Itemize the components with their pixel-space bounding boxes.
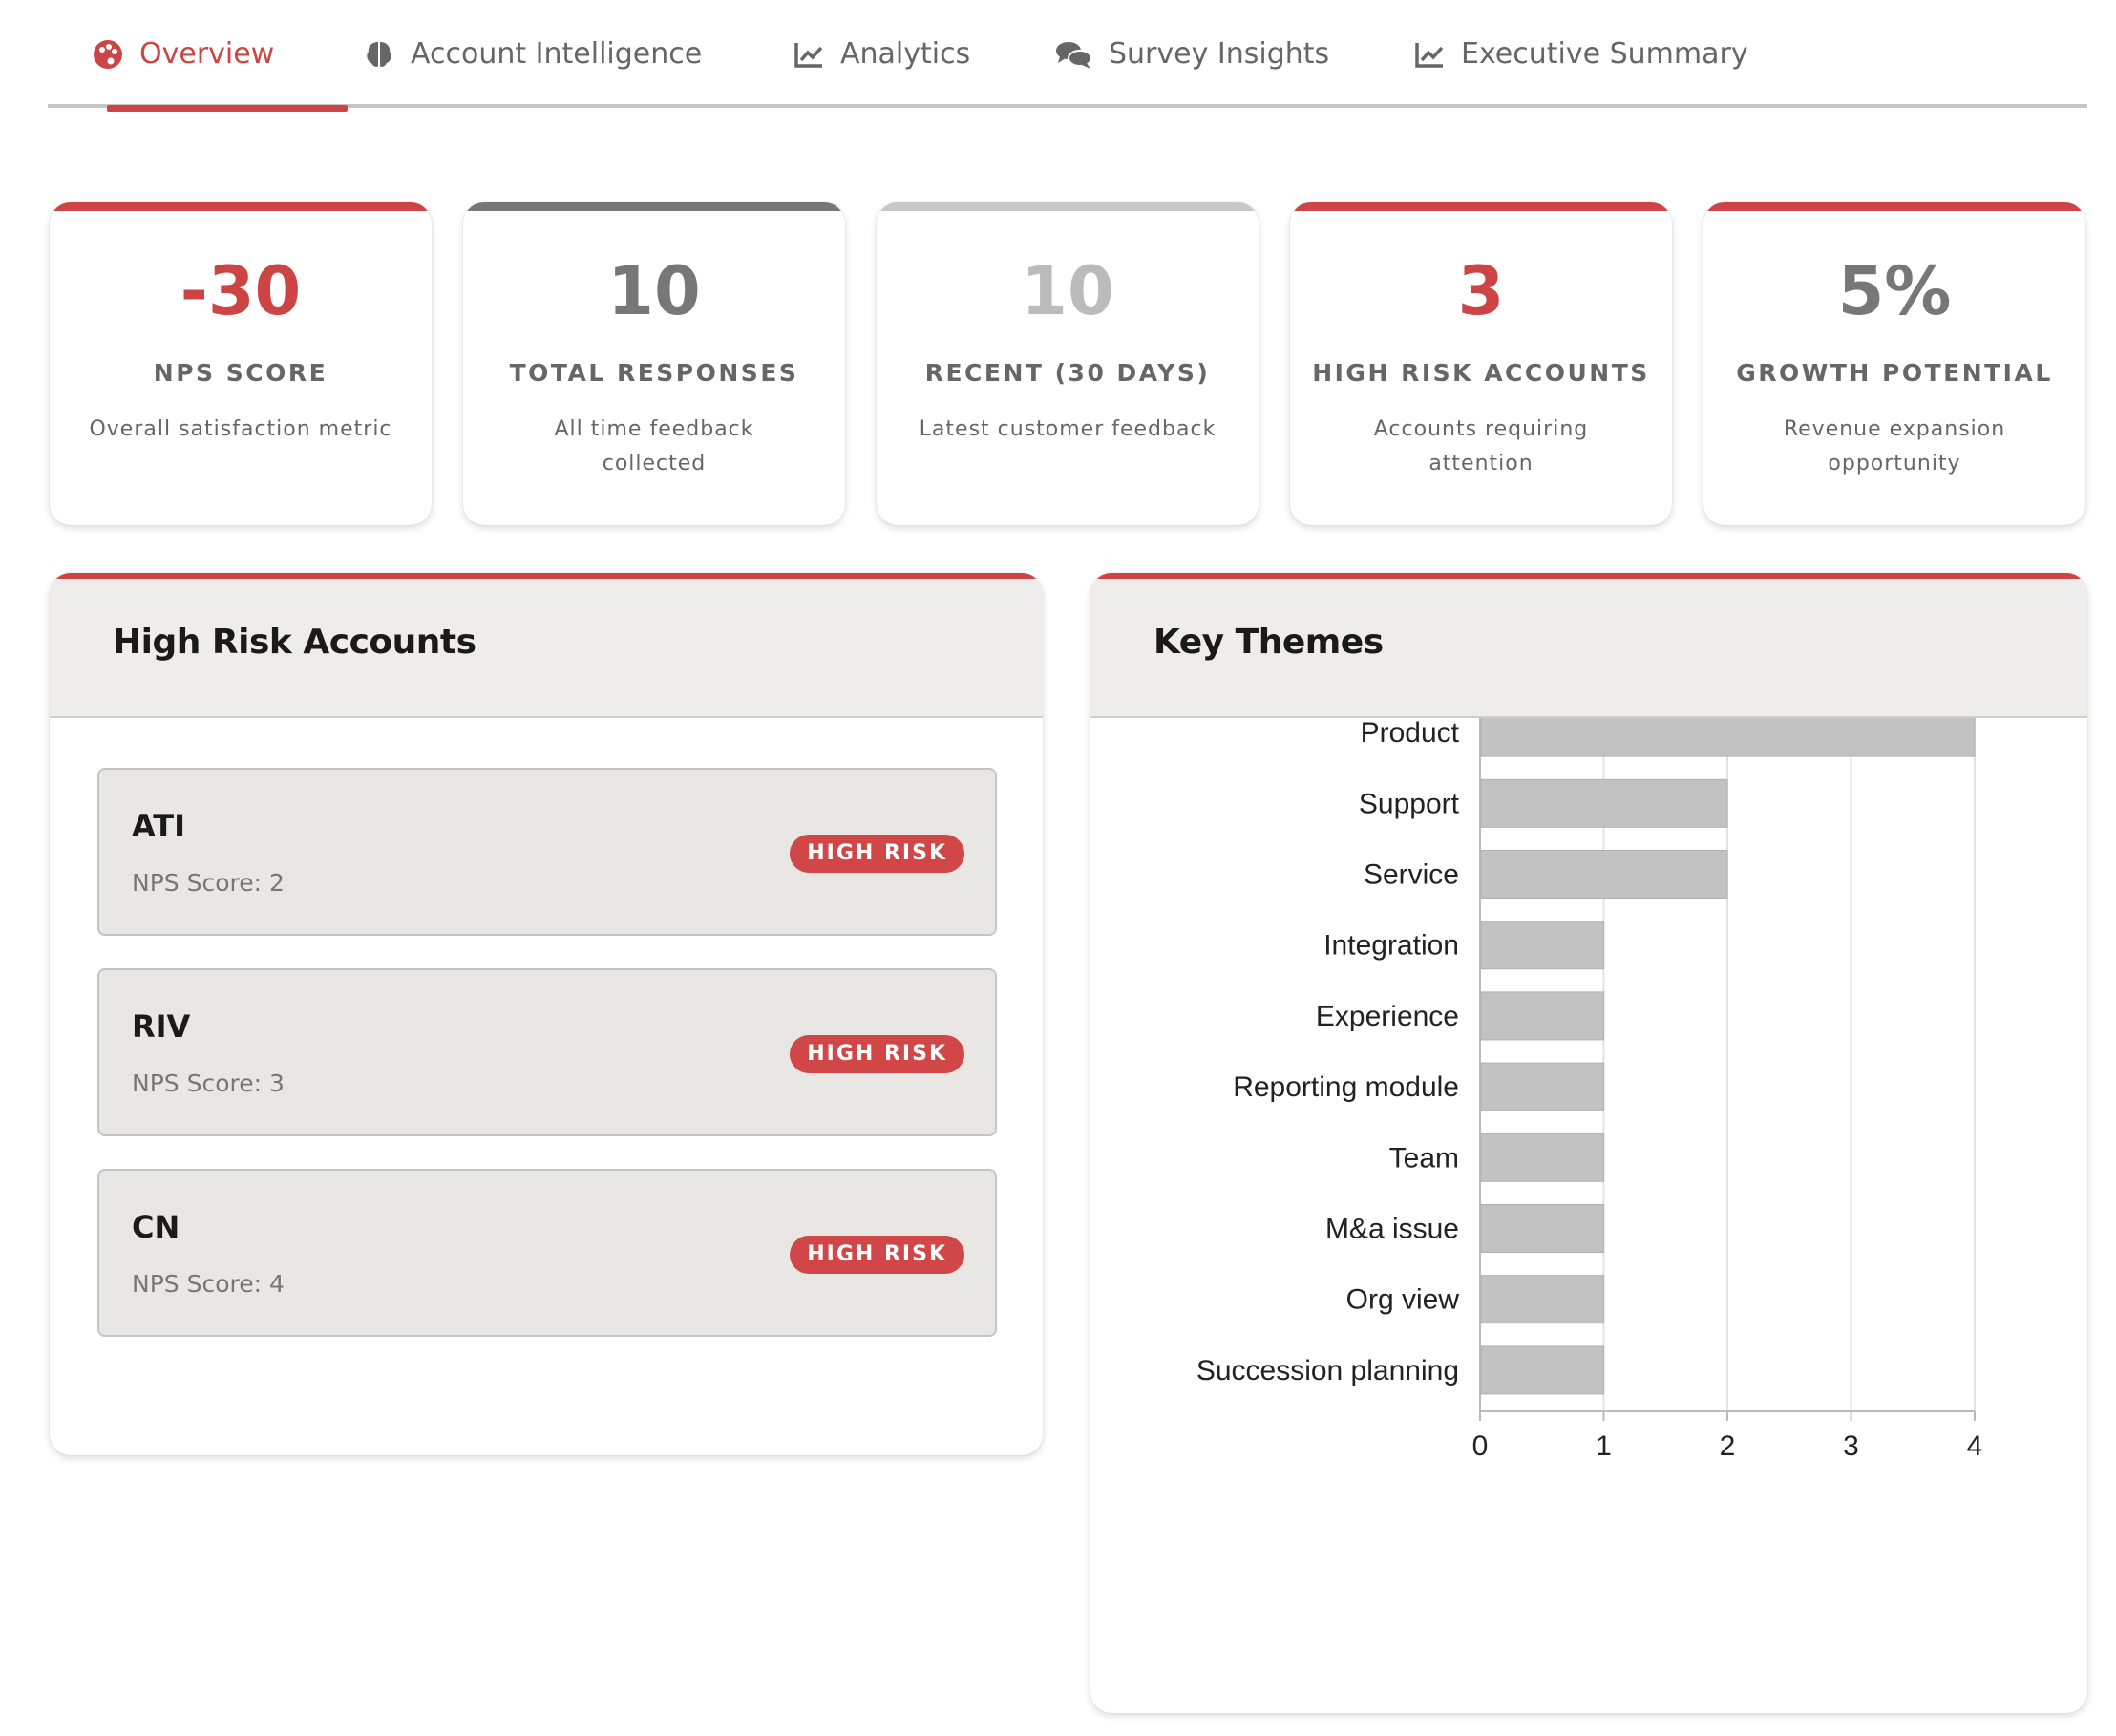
category-label: M&a issue: [1325, 1214, 1459, 1245]
high-risk-badge: HIGH RISK: [790, 1236, 964, 1274]
card-accent-bar: [1290, 202, 1672, 211]
panel-title: High Risk Accounts: [113, 623, 476, 662]
risk-account-item[interactable]: RIV NPS Score: 3 HIGH RISK: [97, 968, 997, 1136]
stat-card-high-risk-accounts: 3 HIGH RISK ACCOUNTS Accounts requiring …: [1290, 202, 1672, 525]
stat-label: RECENT (30 DAYS): [924, 359, 1211, 387]
comments-icon: [1055, 38, 1093, 71]
stat-description: Latest customer feedback: [919, 417, 1217, 441]
card-accent-bar: [877, 202, 1259, 211]
active-tab-indicator: [107, 105, 348, 112]
line-chart-icon: [1413, 38, 1446, 71]
category-label: Service: [1364, 859, 1459, 891]
panel-title: Key Themes: [1153, 623, 1384, 662]
account-name: RIV: [132, 1008, 191, 1045]
tab-account-intelligence[interactable]: Account Intelligence: [363, 0, 702, 108]
panel-header: Key Themes: [1090, 573, 2087, 718]
account-nps-score: NPS Score: 3: [132, 1069, 285, 1097]
stat-description: Accounts requiring attention: [1373, 417, 1589, 476]
bar: [1480, 718, 1976, 757]
key-themes-panel: Key Themes 0 1 2 3 4 Product Support Service Int…: [1090, 573, 2087, 1713]
tab-overview[interactable]: Overview: [92, 0, 348, 112]
key-themes-bar-chart: 0 1 2 3 4 Product Support Service Integration Exp…: [1196, 718, 1983, 1462]
stat-label: TOTAL RESPONSES: [509, 359, 799, 387]
tab-analytics-label: Analytics: [840, 37, 971, 71]
tab-survey-insights[interactable]: Survey Insights: [1055, 0, 1329, 108]
stat-card-total-responses: 10 TOTAL RESPONSES All time feedback col…: [463, 202, 845, 525]
stat-label: NPS SCORE: [153, 359, 328, 387]
tab-survey-insights-label: Survey Insights: [1109, 37, 1330, 71]
stat-card-growth-potential: 5% GROWTH POTENTIAL Revenue expansion op…: [1703, 202, 2085, 525]
risk-account-item[interactable]: ATI NPS Score: 2 HIGH RISK: [97, 768, 997, 936]
high-risk-badge: HIGH RISK: [790, 835, 964, 873]
x-tick-label: 1: [1596, 1430, 1612, 1462]
x-tick-label: 2: [1720, 1430, 1736, 1462]
stat-card-nps-score: -30 NPS SCORE Overall satisfaction metri…: [50, 202, 432, 525]
bar: [1480, 1345, 1604, 1395]
tab-executive-summary-label: Executive Summary: [1461, 37, 1748, 71]
bar: [1480, 1204, 1604, 1253]
risk-account-item[interactable]: CN NPS Score: 4 HIGH RISK: [97, 1169, 997, 1337]
high-risk-badge: HIGH RISK: [790, 1035, 964, 1073]
panel-header: High Risk Accounts: [50, 573, 1043, 718]
category-label: Integration: [1323, 930, 1459, 962]
account-nps-score: NPS Score: 2: [132, 869, 285, 897]
x-tick-label: 4: [1967, 1430, 1983, 1462]
line-chart-icon: [793, 38, 825, 71]
account-nps-score: NPS Score: 4: [132, 1270, 285, 1298]
account-name: ATI: [132, 808, 186, 844]
account-name: CN: [132, 1209, 180, 1245]
bar: [1480, 1062, 1604, 1111]
tab-executive-summary[interactable]: Executive Summary: [1413, 0, 1748, 108]
stat-description: All time feedback collected: [554, 417, 754, 476]
stat-value: -30: [180, 252, 302, 330]
stat-label: GROWTH POTENTIAL: [1736, 359, 2053, 387]
tab-analytics[interactable]: Analytics: [793, 0, 970, 108]
bar: [1480, 1133, 1604, 1182]
high-risk-accounts-panel: High Risk Accounts ATI NPS Score: 2 HIGH…: [50, 573, 1043, 1455]
category-label: Org view: [1346, 1284, 1460, 1316]
x-tick-label: 3: [1843, 1430, 1859, 1462]
bar: [1480, 1275, 1604, 1324]
category-label: Support: [1359, 788, 1460, 819]
card-accent-bar: [1703, 202, 2085, 211]
stat-description: Overall satisfaction metric: [89, 417, 392, 441]
stat-value: 10: [1021, 252, 1114, 330]
category-label: Reporting module: [1233, 1071, 1459, 1103]
category-label: Product: [1361, 718, 1460, 749]
category-label: Succession planning: [1196, 1355, 1459, 1387]
brain-icon: [363, 38, 395, 71]
tab-overview-label: Overview: [139, 37, 275, 71]
stat-label: HIGH RISK ACCOUNTS: [1312, 359, 1650, 387]
stat-value: 10: [607, 252, 701, 330]
card-accent-bar: [463, 202, 845, 211]
tab-account-intelligence-label: Account Intelligence: [411, 37, 703, 71]
tab-bar: Overview Account Intelligence Analytics: [48, 0, 2087, 112]
card-accent-bar: [50, 202, 432, 211]
stat-card-recent-30-days: 10 RECENT (30 DAYS) Latest customer feed…: [877, 202, 1259, 525]
bar: [1480, 991, 1604, 1041]
stat-value: 5%: [1837, 252, 1952, 330]
panel-accent-bar: [50, 573, 1043, 579]
bar: [1480, 778, 1728, 828]
panel-accent-bar: [1090, 573, 2087, 579]
stat-description: Revenue expansion opportunity: [1783, 417, 2006, 476]
stat-value: 3: [1457, 252, 1505, 330]
bar: [1480, 850, 1728, 899]
x-tick-label: 0: [1472, 1430, 1489, 1462]
category-label: Team: [1389, 1142, 1459, 1174]
palette-icon: [92, 38, 124, 71]
category-label: Experience: [1316, 1001, 1459, 1032]
bar: [1480, 921, 1604, 970]
